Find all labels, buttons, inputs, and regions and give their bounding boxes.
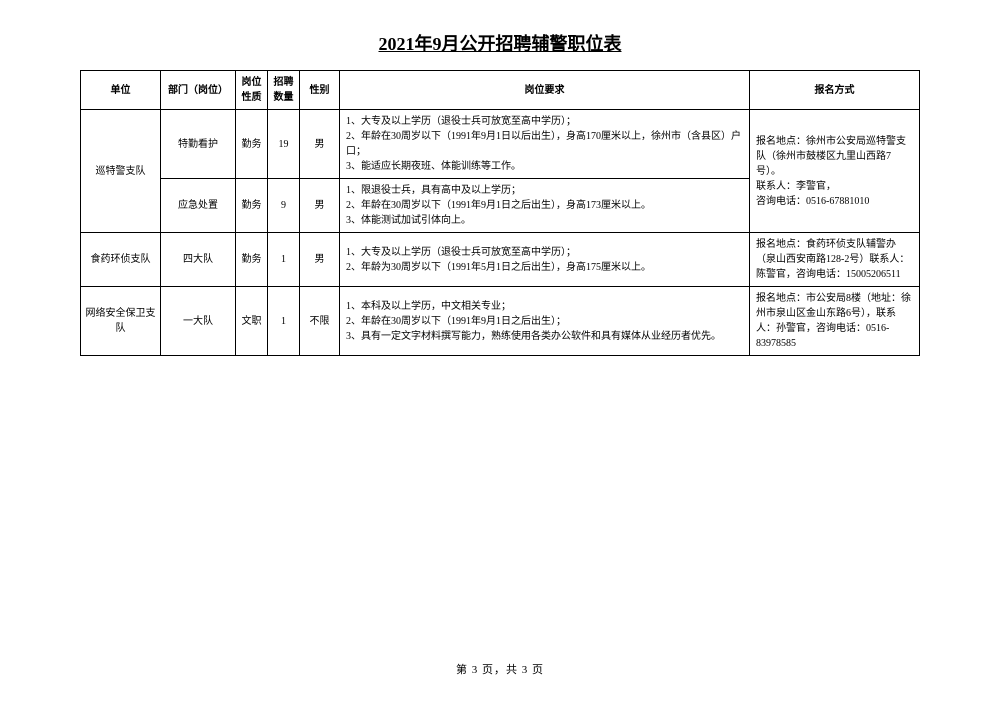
page-title: 2021年9月公开招聘辅警职位表 (80, 30, 920, 56)
cell-dept: 一大队 (161, 287, 236, 356)
cell-unit: 网络安全保卫支队 (81, 287, 161, 356)
cell-count: 1 (268, 233, 300, 287)
cell-gender: 男 (300, 233, 340, 287)
page-footer: 第 3 页，共 3 页 (0, 661, 1000, 677)
cell-requirements: 1、大专及以上学历（退役士兵可放宽至高中学历）； 2、年龄在30周岁以下（199… (340, 110, 750, 179)
cell-gender: 不限 (300, 287, 340, 356)
cell-nature: 勤务 (236, 179, 268, 233)
table-body: 巡特警支队特勤看护勤务19男1、大专及以上学历（退役士兵可放宽至高中学历）； 2… (81, 110, 920, 356)
cell-gender: 男 (300, 110, 340, 179)
th-nature: 岗位性质 (236, 71, 268, 110)
cell-dept: 四大队 (161, 233, 236, 287)
cell-dept: 特勤看护 (161, 110, 236, 179)
th-requirements: 岗位要求 (340, 71, 750, 110)
table-row: 巡特警支队特勤看护勤务19男1、大专及以上学历（退役士兵可放宽至高中学历）； 2… (81, 110, 920, 179)
cell-contact: 报名地点：食药环侦支队辅警办（泉山西安南路128-2号）联系人：陈警官，咨询电话… (750, 233, 920, 287)
cell-count: 19 (268, 110, 300, 179)
cell-contact: 报名地点：市公安局8楼（地址：徐州市泉山区金山东路6号），联系人：孙警官，咨询电… (750, 287, 920, 356)
cell-nature: 勤务 (236, 233, 268, 287)
cell-nature: 文职 (236, 287, 268, 356)
table-row: 网络安全保卫支队一大队文职1不限1、本科及以上学历，中文相关专业； 2、年龄在3… (81, 287, 920, 356)
cell-dept: 应急处置 (161, 179, 236, 233)
table-header-row: 单位 部门（岗位） 岗位性质 招聘数量 性别 岗位要求 报名方式 (81, 71, 920, 110)
th-count: 招聘数量 (268, 71, 300, 110)
recruitment-table: 单位 部门（岗位） 岗位性质 招聘数量 性别 岗位要求 报名方式 巡特警支队特勤… (80, 70, 920, 356)
th-gender: 性别 (300, 71, 340, 110)
cell-gender: 男 (300, 179, 340, 233)
cell-count: 9 (268, 179, 300, 233)
th-contact: 报名方式 (750, 71, 920, 110)
th-unit: 单位 (81, 71, 161, 110)
table-row: 食药环侦支队四大队勤务1男1、大专及以上学历（退役士兵可放宽至高中学历）； 2、… (81, 233, 920, 287)
cell-requirements: 1、大专及以上学历（退役士兵可放宽至高中学历）； 2、年龄为30周岁以下（199… (340, 233, 750, 287)
cell-requirements: 1、限退役士兵，具有高中及以上学历； 2、年龄在30周岁以下（1991年9月1日… (340, 179, 750, 233)
th-dept: 部门（岗位） (161, 71, 236, 110)
cell-contact: 报名地点：徐州市公安局巡特警支队（徐州市鼓楼区九里山西路7号）。 联系人：李警官… (750, 110, 920, 233)
cell-count: 1 (268, 287, 300, 356)
cell-unit: 食药环侦支队 (81, 233, 161, 287)
cell-requirements: 1、本科及以上学历，中文相关专业； 2、年龄在30周岁以下（1991年9月1日之… (340, 287, 750, 356)
cell-nature: 勤务 (236, 110, 268, 179)
cell-unit: 巡特警支队 (81, 110, 161, 233)
